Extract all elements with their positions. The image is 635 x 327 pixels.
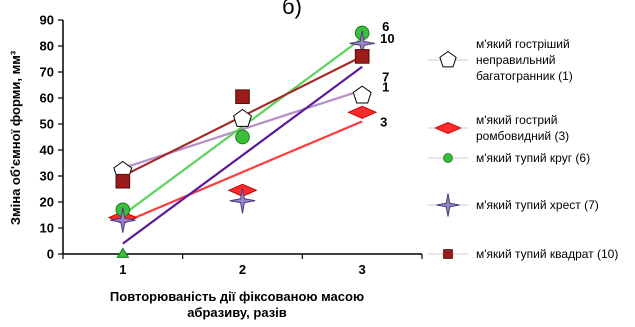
legend-text-1-1: м'який гостріший <box>476 37 570 51</box>
y-tick-label: 20 <box>40 195 54 210</box>
y-tick-label: 30 <box>40 169 54 184</box>
y-tick-label: 0 <box>47 247 54 262</box>
legend: м'який гостріший неправильний багатогранни… <box>428 37 618 261</box>
y-tick-label: 60 <box>40 91 54 106</box>
legend-item-3: м'який гострий ромбовидний (3) <box>428 113 569 143</box>
end-label-3: 3 <box>380 114 387 129</box>
legend-item-10: м'який тупий квадрат (10) <box>428 247 618 261</box>
point-1-2 <box>233 108 252 127</box>
legend-marker-10 <box>443 249 453 259</box>
end-label-10: 10 <box>380 31 394 46</box>
point-7-1 <box>110 207 136 233</box>
x-tick-label: 2 <box>239 262 246 277</box>
point-6-2 <box>235 129 250 145</box>
legend-item-6: м'який тупий круг (6) <box>428 151 590 165</box>
legend-marker-1 <box>439 50 457 68</box>
y-tick-label: 70 <box>40 65 54 80</box>
y-tick-label: 90 <box>40 13 54 28</box>
trend-line-3 <box>122 120 363 224</box>
legend-text-3-2: ромбовидний (3) <box>476 129 569 143</box>
y-tick-label: 50 <box>40 117 54 132</box>
x-tick-label: 3 <box>359 262 366 277</box>
point-10-3 <box>354 49 370 64</box>
end-label-1: 1 <box>382 79 389 94</box>
point-10-1 <box>115 173 131 189</box>
extra-point-1 <box>116 247 130 258</box>
end-label-6: 6 <box>382 19 389 34</box>
point-7-2 <box>229 187 256 214</box>
plot-area: 0 10 20 30 40 50 60 70 80 90 1 2 3 1 3 6 7 10 <box>40 13 423 277</box>
trend-line-7 <box>122 65 363 245</box>
x-axis-title-line-1: Повторюваність дії фіксованою масою <box>110 289 364 304</box>
legend-marker-6 <box>443 153 453 163</box>
legend-text-1-3: багатогранник (1) <box>476 69 573 83</box>
point-10-2 <box>235 89 250 105</box>
end-label-7: 7 <box>382 70 389 85</box>
legend-text-3-1: м'який гострий <box>476 113 557 127</box>
legend-item-7: м'який тупий хрест (7) <box>428 193 599 217</box>
point-3-3 <box>347 105 378 119</box>
legend-marker-3 <box>434 121 462 135</box>
legend-item-1: м'який гостріший неправильний багатогранни… <box>428 37 573 83</box>
legend-text-7-1: м'який тупий хрест (7) <box>476 198 599 212</box>
chart-top-label: б) <box>282 0 302 19</box>
y-tick-label: 40 <box>40 143 54 158</box>
x-axis-title-line-2: абразиву, разів <box>187 305 287 320</box>
x-tick-label: 1 <box>119 262 126 277</box>
y-tick-label: 10 <box>40 221 54 236</box>
legend-text-1-2: неправильний <box>476 53 556 67</box>
legend-text-10-1: м'який тупий квадрат (10) <box>476 247 618 261</box>
y-tick-label: 80 <box>40 39 54 54</box>
y-axis-title: Зміна об'ємної форми, мм³ <box>8 50 23 225</box>
point-1-3 <box>352 85 372 104</box>
legend-text-6-1: м'який тупий круг (6) <box>476 151 590 165</box>
legend-marker-7 <box>436 193 460 217</box>
